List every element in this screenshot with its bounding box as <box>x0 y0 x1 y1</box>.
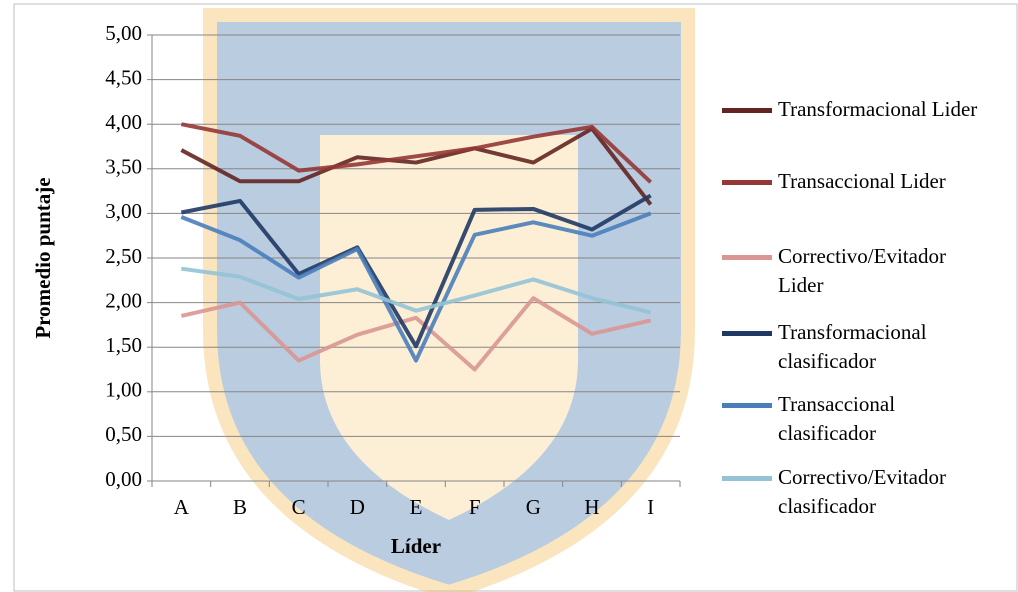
y-tick-label: 3,00 <box>105 199 142 223</box>
legend-item: Correctivo/Evitador clasificador <box>722 463 1012 525</box>
legend-item: Transformacional clasificador <box>722 318 1012 380</box>
legend-swatch <box>722 180 772 185</box>
legend-item: Transaccional clasificador <box>722 390 1012 452</box>
x-tick-label: C <box>292 495 306 519</box>
legend-item: Transformacional Lider <box>722 95 1012 157</box>
x-tick-label: B <box>233 495 247 519</box>
x-tick-label: E <box>410 495 423 519</box>
y-tick-label: 1,50 <box>105 333 142 357</box>
legend-label: Correctivo/Evitador Lider <box>778 242 993 300</box>
x-tick-label: A <box>174 495 190 519</box>
legend-label: Transaccional clasificador <box>778 390 993 448</box>
legend-swatch <box>722 476 772 481</box>
legend-label: Transaccional Lider <box>778 167 993 196</box>
x-tick-label: G <box>526 495 541 519</box>
y-tick-label: 0,00 <box>105 467 142 491</box>
legend-swatch <box>722 331 772 336</box>
legend-swatch <box>722 108 772 113</box>
y-tick-label: 4,50 <box>105 65 142 89</box>
legend-swatch <box>722 255 772 260</box>
x-tick-label: H <box>584 495 599 519</box>
legend-label: Correctivo/Evitador clasificador <box>778 463 993 521</box>
y-tick-label: 4,00 <box>105 110 142 134</box>
y-tick-label: 1,00 <box>105 378 142 402</box>
y-axis-label: Promedio puntaje <box>31 177 55 338</box>
x-axis-label: Líder <box>391 534 441 558</box>
y-tick-label: 3,50 <box>105 155 142 179</box>
legend-label: Transformacional Lider <box>778 95 993 124</box>
legend-label: Transformacional clasificador <box>778 318 993 376</box>
y-tick-label: 5,00 <box>105 21 142 45</box>
y-tick-label: 0,50 <box>105 422 142 446</box>
x-tick-label: I <box>647 495 654 519</box>
legend-item: Correctivo/Evitador Lider <box>722 242 1012 304</box>
legend-item: Transaccional Lider <box>722 167 1012 229</box>
x-tick-label: F <box>469 495 481 519</box>
y-tick-label: 2,50 <box>105 244 142 268</box>
legend-swatch <box>722 403 772 408</box>
page: Promedio puntaje Líder 0,00 0,50 1,00 1,50 2… <box>0 0 1018 592</box>
y-tick-label: 2,00 <box>105 288 142 312</box>
x-tick-label: D <box>350 495 365 519</box>
